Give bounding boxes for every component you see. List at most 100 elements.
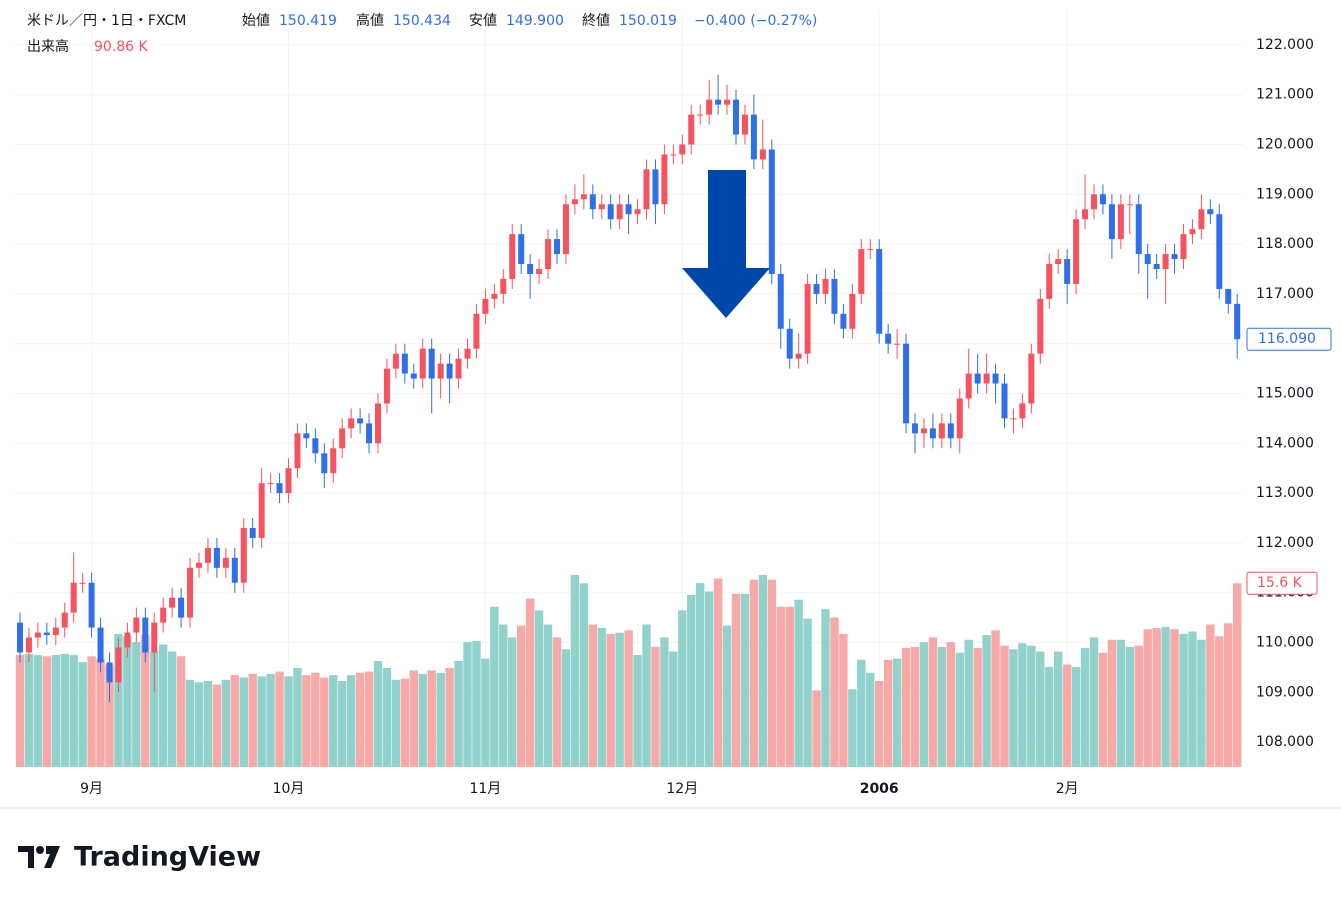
candle-body	[482, 298, 489, 314]
candle-body	[804, 283, 811, 354]
y-tick-label: 121.000	[1256, 87, 1314, 103]
volume-bar	[275, 671, 284, 767]
candle-body	[795, 353, 802, 359]
volume-bar	[875, 681, 884, 767]
candle-body	[947, 423, 954, 439]
candle-body	[786, 328, 793, 359]
volume-pane	[15, 575, 1242, 767]
candle-body	[607, 204, 614, 220]
volume-bar	[1233, 583, 1242, 767]
volume-bar	[1152, 628, 1161, 767]
volume-bar	[373, 660, 383, 767]
down-arrow	[682, 170, 770, 318]
candle-body	[831, 278, 838, 314]
volume-bar	[901, 648, 911, 767]
volume-bar	[839, 633, 848, 767]
candle-body	[1135, 204, 1142, 255]
volume-bar	[1000, 645, 1009, 767]
candle-body	[1189, 229, 1196, 235]
candle-body	[357, 418, 364, 424]
x-tick-label: 2月	[1056, 781, 1079, 797]
brand: TradingView	[74, 842, 261, 873]
volume-bar	[534, 610, 544, 767]
low-label: 安値	[469, 13, 497, 29]
volume-bar	[132, 642, 141, 767]
candle-body	[759, 149, 766, 160]
volume-bar	[329, 675, 338, 767]
volume-bar	[1036, 651, 1045, 767]
volume-bar	[1197, 639, 1206, 767]
candle-body	[589, 194, 596, 210]
volume-bar	[866, 672, 875, 767]
candle-body	[912, 423, 918, 434]
candle-body	[920, 428, 927, 434]
volume-value-label: 15.6 K	[1257, 575, 1303, 591]
candle-body	[1028, 353, 1035, 404]
volume-bar	[239, 677, 248, 767]
candle-body	[688, 114, 695, 145]
volume-bar	[1179, 633, 1188, 767]
candle-body	[867, 249, 874, 251]
volume-bar	[123, 636, 132, 767]
candle-body	[733, 99, 739, 135]
volume-bar	[266, 673, 275, 767]
candle-body	[1010, 418, 1017, 420]
candle-body	[1064, 259, 1071, 284]
volume-bar	[704, 591, 714, 767]
candle-body	[115, 647, 122, 683]
volume-bar	[517, 625, 526, 767]
volume-bar	[651, 646, 660, 767]
volume-bar	[848, 689, 857, 767]
candle-body	[822, 278, 829, 294]
candle-body	[383, 368, 390, 404]
volume-bar	[499, 624, 508, 767]
candle-body	[974, 373, 981, 384]
candle-body	[724, 99, 731, 105]
volume-bar	[624, 630, 633, 767]
y-tick-label: 110.000	[1256, 635, 1314, 651]
volume-bar	[51, 655, 60, 767]
volume-bar	[1009, 649, 1018, 767]
candle-body	[61, 612, 68, 628]
candle-body	[1126, 204, 1133, 206]
candle-body	[598, 204, 605, 210]
candle-body	[1171, 254, 1178, 260]
volume-bar	[910, 646, 920, 767]
candle-body	[187, 567, 194, 618]
candle-body	[983, 373, 990, 384]
candle-body	[1153, 264, 1160, 269]
volume-bar	[508, 637, 517, 767]
symbol: 米ドル／円・1日・FXCM	[27, 13, 186, 29]
volume-bar	[24, 653, 34, 767]
candle-body	[562, 204, 569, 255]
volume-bar	[1107, 639, 1117, 767]
open-label: 始値	[242, 13, 270, 29]
volume-bar	[857, 659, 866, 767]
candle-body	[204, 547, 211, 563]
open-value: 150.419	[279, 13, 337, 29]
volume-bar	[338, 681, 347, 767]
candle-body	[965, 373, 972, 399]
volume-bar	[1062, 664, 1072, 767]
candle-body	[840, 313, 847, 329]
candle-body	[1108, 204, 1115, 240]
candle-body	[509, 234, 516, 279]
candle-body	[1099, 194, 1106, 205]
volume-bar	[167, 651, 177, 767]
volume-bar	[257, 676, 266, 767]
candle-body	[169, 597, 176, 608]
candle-body	[661, 154, 668, 205]
candle-body	[643, 169, 650, 210]
candle-body	[52, 627, 59, 636]
candle-body	[956, 398, 963, 439]
candle-body	[1216, 214, 1223, 289]
candle-body	[813, 283, 820, 294]
volume-bar	[803, 618, 812, 767]
volume-bar	[1045, 666, 1054, 767]
volume-bar	[212, 684, 222, 767]
candle-body	[348, 418, 355, 429]
candle-body	[938, 423, 945, 439]
price-label-box	[1246, 327, 1332, 351]
y-tick-label: 119.000	[1256, 186, 1314, 202]
